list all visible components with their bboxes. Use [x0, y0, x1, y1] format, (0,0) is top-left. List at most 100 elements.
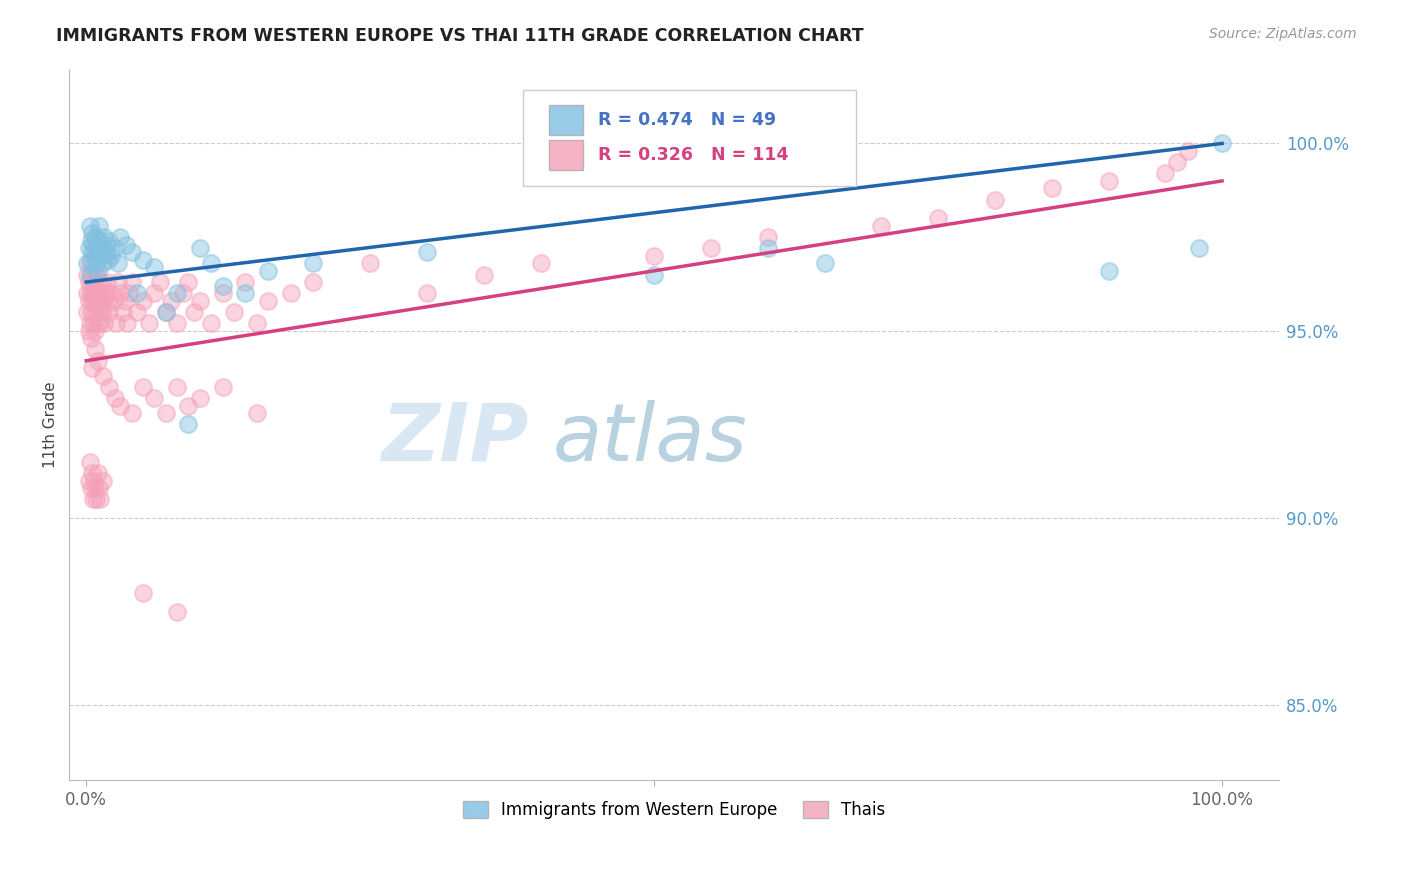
- Point: [76, 305, 98, 319]
- Point: [77, 293, 100, 308]
- Point: [79, 256, 101, 270]
- Point: [86, 492, 108, 507]
- Point: [643, 249, 665, 263]
- Point: [86, 256, 108, 270]
- Point: [472, 268, 495, 282]
- Point: [100, 286, 122, 301]
- Point: [200, 316, 222, 330]
- Point: [84, 293, 107, 308]
- Point: [121, 245, 143, 260]
- Point: [200, 256, 222, 270]
- Point: [83, 305, 105, 319]
- Point: [79, 286, 101, 301]
- Point: [87, 286, 110, 301]
- Point: [700, 241, 723, 255]
- Point: [177, 399, 200, 413]
- Point: [1040, 181, 1063, 195]
- Point: [111, 305, 134, 319]
- Point: [110, 399, 132, 413]
- Point: [104, 391, 127, 405]
- Point: [1211, 136, 1233, 151]
- Point: [132, 380, 155, 394]
- Point: [80, 252, 103, 267]
- Point: [107, 275, 129, 289]
- Point: [416, 245, 439, 260]
- Point: [110, 286, 132, 301]
- Point: [246, 316, 269, 330]
- Point: [87, 305, 110, 319]
- Point: [104, 316, 127, 330]
- Point: [138, 316, 160, 330]
- Point: [166, 380, 188, 394]
- Point: [89, 492, 111, 507]
- Point: [1097, 174, 1119, 188]
- Point: [82, 316, 104, 330]
- Point: [100, 249, 122, 263]
- Point: [91, 293, 114, 308]
- Point: [211, 286, 233, 301]
- Point: [756, 241, 779, 255]
- Point: [233, 275, 256, 289]
- Point: [166, 286, 188, 301]
- Y-axis label: 11th Grade: 11th Grade: [44, 381, 58, 467]
- Point: [97, 252, 120, 267]
- Point: [91, 474, 114, 488]
- Point: [416, 286, 439, 301]
- Point: [96, 245, 118, 260]
- Point: [127, 286, 149, 301]
- Point: [188, 241, 211, 255]
- Text: atlas: atlas: [553, 400, 748, 477]
- Point: [91, 286, 114, 301]
- Point: [89, 293, 111, 308]
- Point: [1166, 155, 1188, 169]
- Point: [132, 252, 155, 267]
- Point: [77, 241, 100, 255]
- Point: [97, 293, 120, 308]
- Point: [121, 406, 143, 420]
- Point: [80, 234, 103, 248]
- Point: [115, 237, 138, 252]
- Point: [93, 316, 115, 330]
- Point: [104, 241, 127, 255]
- Point: [84, 481, 107, 495]
- Point: [89, 316, 111, 330]
- Point: [80, 361, 103, 376]
- Point: [233, 286, 256, 301]
- Text: R = 0.326   N = 114: R = 0.326 N = 114: [598, 146, 789, 164]
- Point: [94, 286, 117, 301]
- Text: ZIP: ZIP: [381, 400, 529, 477]
- Point: [93, 230, 115, 244]
- Point: [155, 406, 177, 420]
- Point: [80, 293, 103, 308]
- Point: [84, 324, 107, 338]
- Point: [90, 275, 112, 289]
- Point: [77, 474, 100, 488]
- Text: R = 0.474   N = 49: R = 0.474 N = 49: [598, 111, 776, 128]
- Point: [87, 219, 110, 233]
- Point: [280, 286, 302, 301]
- Point: [82, 286, 104, 301]
- Point: [302, 256, 325, 270]
- Point: [96, 275, 118, 289]
- Point: [211, 380, 233, 394]
- Point: [103, 293, 125, 308]
- Point: [80, 331, 103, 345]
- Point: [127, 305, 149, 319]
- Point: [359, 256, 381, 270]
- FancyBboxPatch shape: [550, 140, 583, 170]
- Point: [1188, 241, 1211, 255]
- Point: [98, 234, 121, 248]
- Point: [143, 260, 166, 274]
- Point: [90, 305, 112, 319]
- Point: [132, 586, 155, 600]
- Point: [91, 305, 114, 319]
- Point: [80, 227, 103, 241]
- Point: [183, 305, 205, 319]
- Point: [114, 293, 136, 308]
- Point: [87, 481, 110, 495]
- Text: IMMIGRANTS FROM WESTERN EUROPE VS THAI 11TH GRADE CORRELATION CHART: IMMIGRANTS FROM WESTERN EUROPE VS THAI 1…: [56, 27, 863, 45]
- Point: [79, 316, 101, 330]
- Point: [76, 256, 98, 270]
- Point: [143, 391, 166, 405]
- Point: [94, 237, 117, 252]
